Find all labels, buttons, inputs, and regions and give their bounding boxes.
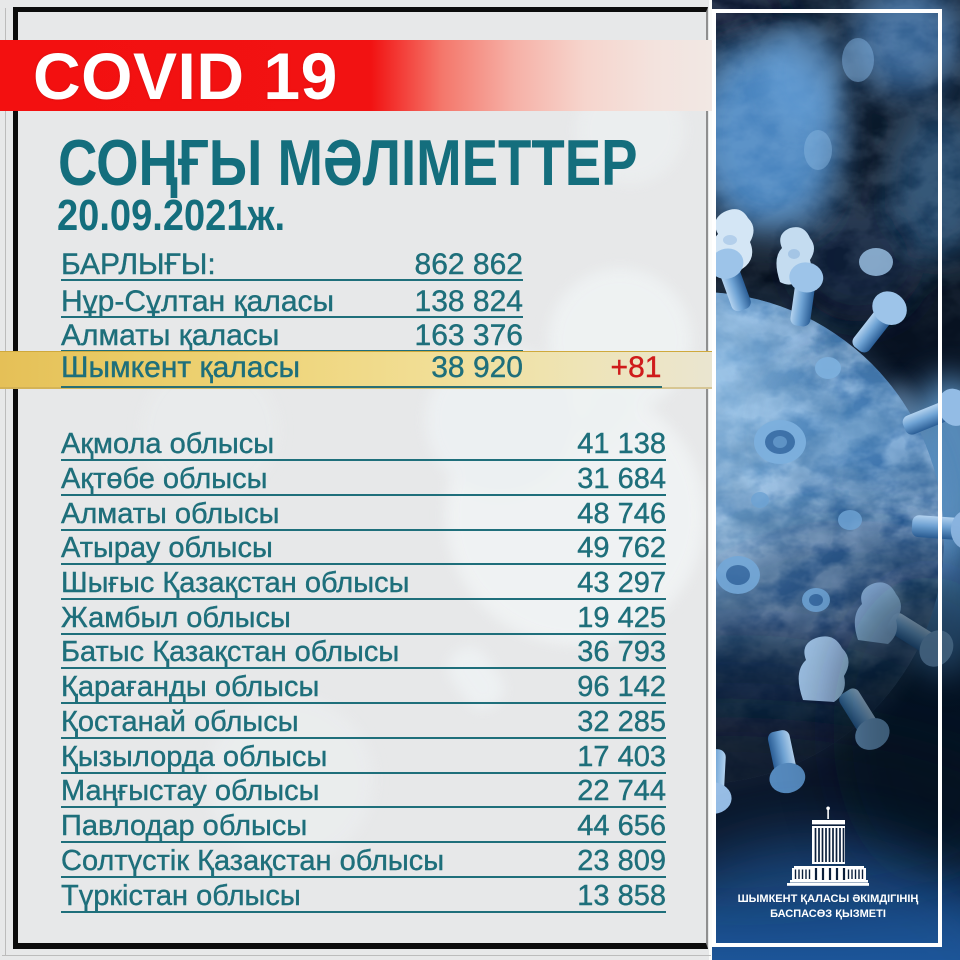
svg-text:БАСПАСӨЗ ҚЫЗМЕТІ: БАСПАСӨЗ ҚЫЗМЕТІ: [770, 908, 886, 920]
svg-text:ШЫМКЕНТ ҚАЛАСЫ ӘКІМДІГІНІҢ: ШЫМКЕНТ ҚАЛАСЫ ӘКІМДІГІНІҢ: [738, 893, 919, 905]
